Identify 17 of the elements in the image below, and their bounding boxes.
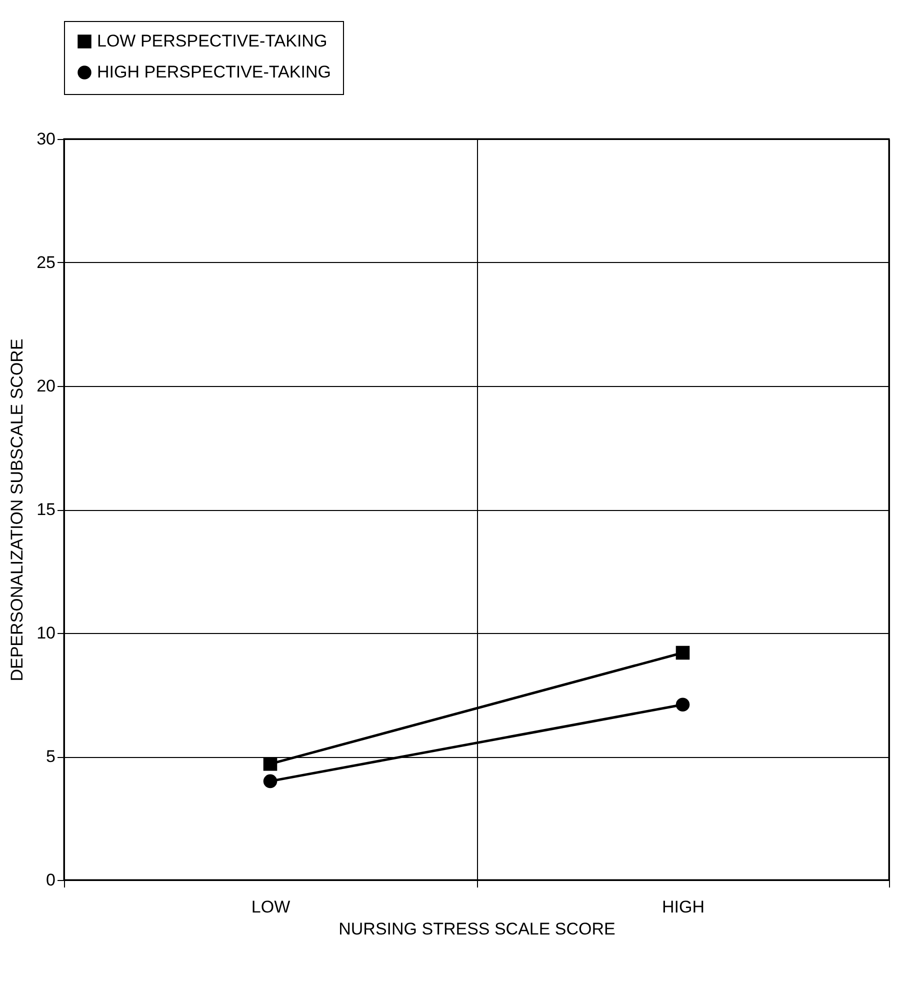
x-tick-label: HIGH xyxy=(662,898,704,916)
point xyxy=(676,698,690,712)
y-tick-label: 20 xyxy=(36,376,56,396)
point xyxy=(263,774,278,788)
point xyxy=(676,646,690,660)
y-tick-label: 25 xyxy=(36,253,56,272)
y-axis-title: DEPERSONALIZATION SUBSCALE SCORE xyxy=(8,338,27,682)
y-tick-label: 0 xyxy=(46,870,56,890)
y-tick-label: 10 xyxy=(36,624,56,642)
point xyxy=(263,757,278,771)
legend-label: LOW PERSPECTIVE-TAKING xyxy=(97,32,328,50)
y-tick-label: 5 xyxy=(46,747,56,766)
x-tick-label: LOW xyxy=(251,898,290,916)
y-tick-label: 30 xyxy=(36,130,56,148)
x-axis-title: NURSING STRESS SCALE SCORE xyxy=(338,920,616,938)
legend-label: HIGH PERSPECTIVE-TAKING xyxy=(97,62,331,82)
y-tick-label: 15 xyxy=(36,500,56,519)
